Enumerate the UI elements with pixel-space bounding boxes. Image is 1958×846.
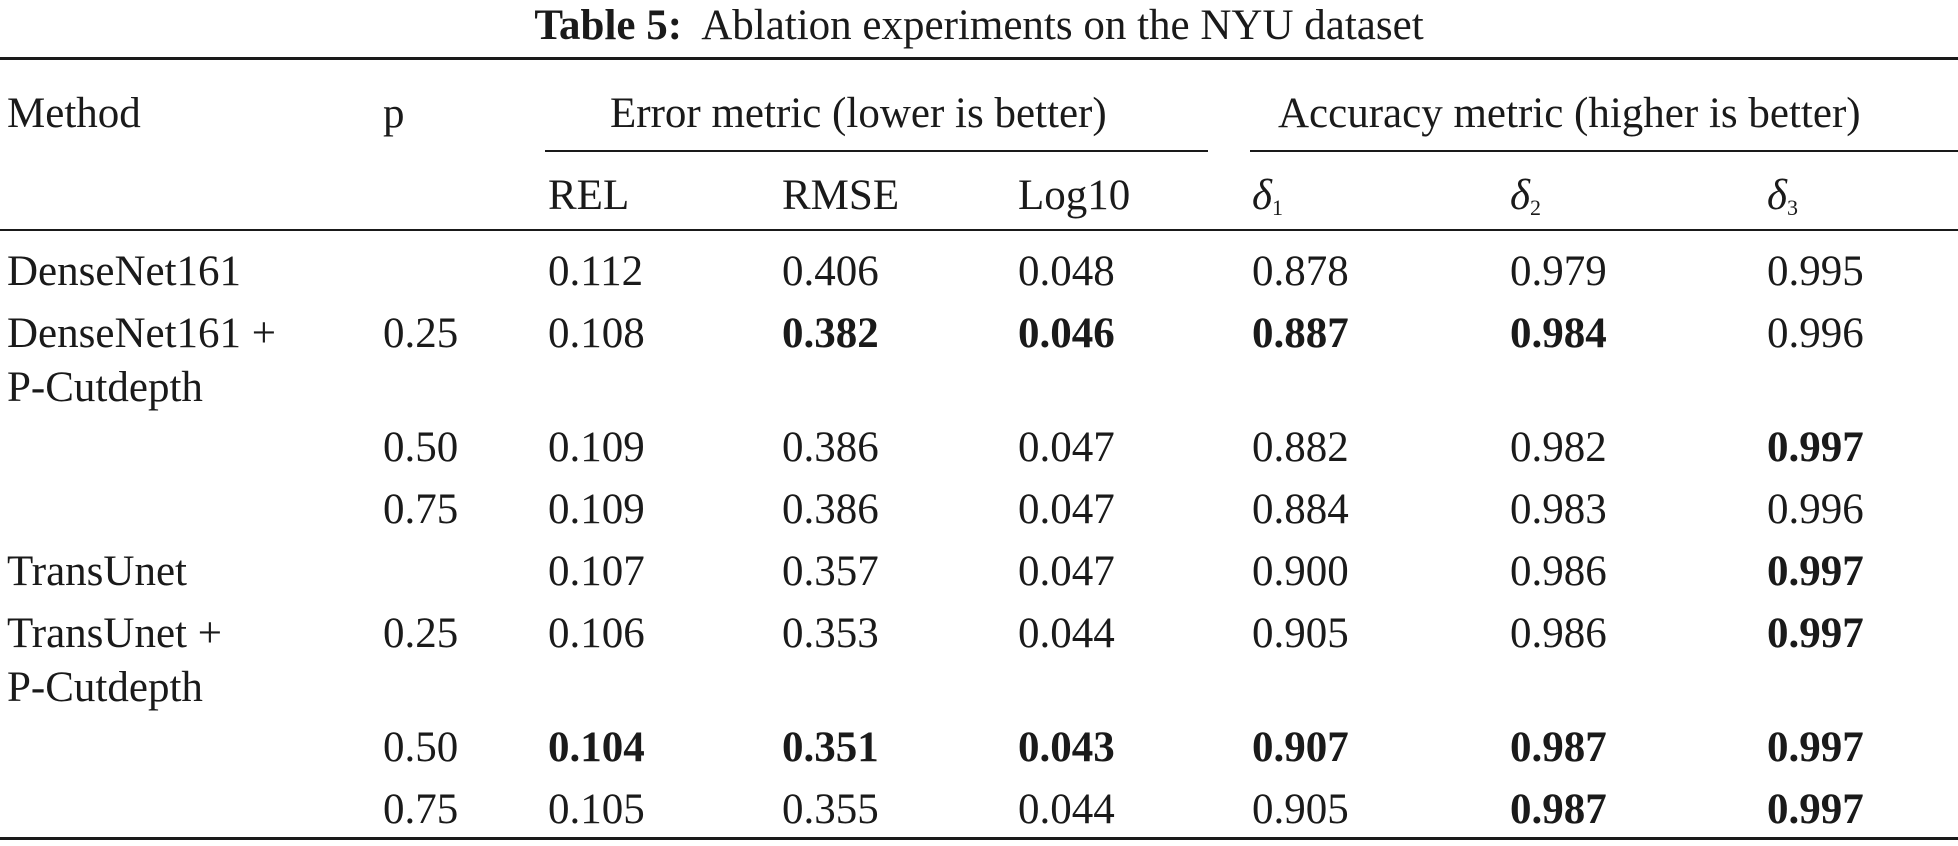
rmse-cell: 0.386 [782,424,879,471]
p-cell: 0.75 [383,486,459,533]
method-cell: DenseNet161 [7,248,242,295]
header-delta-1: δ1 [1252,172,1283,220]
rmse-cell: 0.406 [782,248,879,295]
delta1-cell: 0.878 [1252,248,1349,295]
delta3-cell: 0.997 [1767,424,1864,471]
delta2-cell: 0.983 [1510,486,1607,533]
rel-cell: 0.107 [548,548,645,595]
bottom-rule [0,837,1958,840]
rmse-cell: 0.351 [782,724,879,771]
rel-cell: 0.104 [548,724,645,771]
header-delta-2: δ2 [1510,172,1541,220]
rel-cell: 0.112 [548,248,644,295]
header-rule [0,229,1958,231]
delta1-cell: 0.905 [1252,610,1349,657]
delta2-cell: 0.987 [1510,786,1607,833]
delta2-cell: 0.987 [1510,724,1607,771]
rmse-cell: 0.353 [782,610,879,657]
delta3-cell: 0.997 [1767,610,1864,657]
delta2-cell: 0.984 [1510,310,1607,357]
p-cell: 0.75 [383,786,459,833]
table-caption: Table 5: Ablation experiments on the NYU… [0,0,1958,52]
log10-cell: 0.048 [1018,248,1115,295]
header-log10: Log10 [1018,172,1131,219]
header-rel: REL [548,172,630,219]
log10-cell: 0.044 [1018,610,1115,657]
top-rule [0,57,1958,60]
delta1-cell: 0.887 [1252,310,1349,357]
header-method: Method [7,90,141,137]
caption-label: Table 5: [534,2,683,49]
method-cell: P-Cutdepth [7,364,203,411]
delta3-cell: 0.997 [1767,548,1864,595]
rel-cell: 0.106 [548,610,645,657]
log10-cell: 0.044 [1018,786,1115,833]
rel-cell: 0.108 [548,310,645,357]
p-cell: 0.50 [383,424,459,471]
log10-cell: 0.047 [1018,486,1115,533]
method-cell: TransUnet [7,548,187,595]
log10-cell: 0.047 [1018,424,1115,471]
delta3-cell: 0.996 [1767,310,1864,357]
delta2-cell: 0.982 [1510,424,1607,471]
method-cell: DenseNet161 + [7,310,277,357]
log10-cell: 0.046 [1018,310,1115,357]
p-cell: 0.25 [383,610,459,657]
delta1-cell: 0.882 [1252,424,1349,471]
delta1-cell: 0.907 [1252,724,1349,771]
method-cell: TransUnet + [7,610,222,657]
header-error-group: Error metric (lower is better) [610,90,1107,137]
delta2-cell: 0.986 [1510,610,1607,657]
caption-text: Ablation experiments on the NYU dataset [701,2,1424,49]
delta1-cell: 0.900 [1252,548,1349,595]
delta3-cell: 0.995 [1767,248,1864,295]
delta3-cell: 0.997 [1767,786,1864,833]
p-cell: 0.50 [383,724,459,771]
delta2-cell: 0.986 [1510,548,1607,595]
error-group-rule [545,150,1208,152]
header-accuracy-group: Accuracy metric (higher is better) [1278,90,1861,137]
accuracy-group-rule [1250,150,1958,152]
rel-cell: 0.105 [548,786,645,833]
rel-cell: 0.109 [548,486,645,533]
delta1-cell: 0.884 [1252,486,1349,533]
header-delta-3: δ3 [1767,172,1798,220]
log10-cell: 0.047 [1018,548,1115,595]
delta1-cell: 0.905 [1252,786,1349,833]
p-cell: 0.25 [383,310,459,357]
delta3-cell: 0.997 [1767,724,1864,771]
rmse-cell: 0.357 [782,548,879,595]
delta3-cell: 0.996 [1767,486,1864,533]
rmse-cell: 0.386 [782,486,879,533]
delta2-cell: 0.979 [1510,248,1607,295]
header-p: p [383,90,405,137]
log10-cell: 0.043 [1018,724,1115,771]
rmse-cell: 0.355 [782,786,879,833]
rmse-cell: 0.382 [782,310,879,357]
method-cell: P-Cutdepth [7,664,203,711]
rel-cell: 0.109 [548,424,645,471]
header-rmse: RMSE [782,172,900,219]
